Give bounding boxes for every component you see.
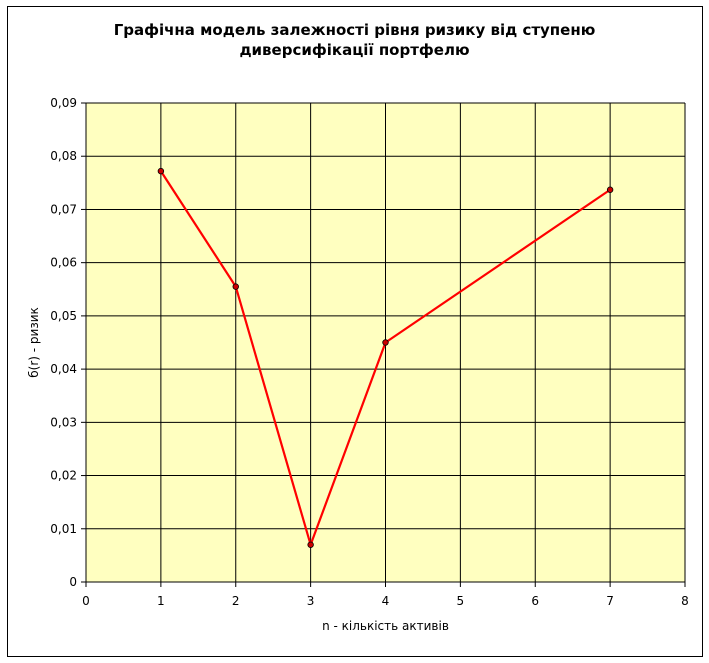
data-point [307,541,314,548]
y-tick-label: 0,05 [50,309,77,323]
x-axis-title: n - кількість активів [322,619,449,633]
y-tick-label: 0,04 [50,362,77,376]
x-tick-label: 3 [307,594,315,608]
y-tick-label: 0,01 [50,522,77,536]
x-tick-label: 1 [157,594,165,608]
data-point [232,283,239,290]
x-tick-label: 0 [82,594,90,608]
y-tick-label: 0,06 [50,256,77,270]
series-layer [157,167,614,548]
data-point [606,186,614,193]
y-axis-title: б(r) - ризик [27,307,41,378]
data-point [157,167,165,175]
data-point [382,339,389,346]
axis-layer: 0 0,01 0,02 0,03 0,04 0,05 0,06 0,07 0,08 0,09 0 1 2… [50,96,689,608]
y-tick-label: 0,09 [50,96,77,110]
grid-layer [86,102,686,582]
x-tick-label: 6 [531,594,539,608]
x-tick-label: 7 [606,594,614,608]
x-tick-label: 5 [457,594,465,608]
chart-title: Графічна модель залежності рівня ризику … [113,21,596,59]
x-tick-label: 4 [382,594,390,608]
x-tick-label: 2 [232,594,240,608]
y-tick-label: 0,07 [50,202,77,216]
y-tick-label: 0,02 [50,469,77,483]
y-tick-label: 0,08 [50,149,77,163]
y-tick-label: 0 [69,575,77,589]
x-tick-label: 8 [681,594,689,608]
y-tick-label: 0,03 [50,415,77,429]
